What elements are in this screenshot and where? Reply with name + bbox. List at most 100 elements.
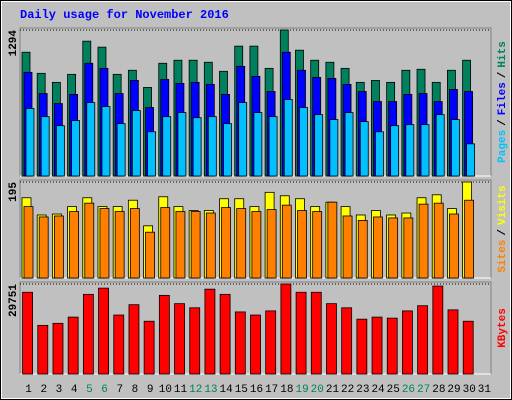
bar — [326, 303, 337, 375]
x-tick-label: 14 — [220, 384, 234, 396]
x-tick-label: 2 — [40, 384, 47, 396]
bar — [234, 311, 246, 375]
bar — [114, 211, 125, 279]
bar — [238, 102, 248, 177]
bar — [67, 316, 79, 375]
bar — [69, 211, 79, 279]
bar — [433, 202, 444, 279]
x-tick-label: 13 — [204, 384, 217, 396]
bar — [98, 287, 109, 375]
bar — [174, 303, 185, 375]
bar — [175, 211, 186, 279]
x-tick-label: 12 — [189, 384, 202, 396]
x-tick-label: 9 — [147, 384, 154, 396]
legend-entry: Pages — [497, 130, 509, 163]
bar — [420, 124, 430, 177]
x-tick-label: 25 — [387, 384, 400, 396]
bar — [23, 206, 34, 279]
bar — [356, 318, 368, 375]
x-tick-label: 6 — [101, 384, 108, 396]
bar — [219, 293, 231, 375]
bar — [375, 131, 384, 177]
bar — [160, 207, 171, 279]
bar — [266, 209, 277, 279]
bar — [435, 114, 445, 177]
x-tick-label: 15 — [235, 384, 248, 396]
bar — [327, 201, 338, 279]
legend: Sites / Visits — [497, 185, 509, 272]
bar — [113, 314, 125, 375]
bar — [22, 291, 33, 375]
bar — [236, 208, 247, 279]
legend-entry: KBytes — [497, 308, 509, 348]
x-tick-label: 18 — [280, 384, 293, 396]
legend: Pages / Files / Hits — [497, 41, 509, 163]
x-tick-label: 26 — [402, 384, 415, 396]
x-tick-label: 23 — [356, 384, 369, 396]
bar — [283, 99, 293, 177]
bar — [447, 309, 459, 375]
bar — [299, 107, 308, 177]
bar — [390, 125, 400, 177]
legend-entry: Hits — [497, 41, 509, 67]
bar — [386, 317, 398, 375]
bar — [281, 204, 292, 279]
bar — [101, 106, 111, 177]
bar — [82, 293, 94, 375]
legend-separator: / — [497, 71, 509, 78]
bar — [268, 116, 278, 177]
bar — [71, 120, 80, 177]
bar — [25, 108, 35, 177]
bar — [189, 307, 201, 375]
x-tick-label: 16 — [250, 384, 263, 396]
bar — [405, 124, 415, 177]
x-tick-label: 4 — [71, 384, 78, 396]
bar — [38, 216, 49, 279]
legend-separator: / — [497, 119, 509, 126]
bar — [53, 215, 64, 279]
bar — [116, 123, 126, 177]
bar — [432, 285, 444, 375]
bar — [280, 283, 292, 375]
y-tick-label: 1294 — [8, 30, 20, 57]
x-tick-label: 28 — [432, 384, 445, 396]
bar — [253, 112, 263, 177]
bar — [251, 211, 262, 279]
bar — [265, 310, 277, 375]
bar — [99, 208, 110, 279]
bar — [250, 314, 261, 375]
x-tick-label: 3 — [56, 384, 63, 396]
bar — [312, 211, 323, 279]
bar — [177, 112, 187, 177]
bar — [314, 114, 324, 177]
bar — [403, 217, 414, 279]
x-tick-label: 21 — [326, 384, 340, 396]
bar — [418, 203, 429, 279]
x-tick-label: 10 — [159, 384, 172, 396]
bar — [373, 216, 383, 279]
bar — [207, 116, 217, 177]
y-tick-label: 29751 — [8, 284, 20, 317]
bar — [295, 291, 307, 375]
bar — [451, 119, 460, 177]
chart-title: Daily usage for November 2016 — [20, 8, 229, 22]
x-tick-label: 22 — [341, 384, 354, 396]
bar — [37, 324, 49, 375]
bar — [344, 112, 354, 177]
bar — [143, 320, 155, 375]
bar — [55, 125, 65, 177]
x-tick-label: 19 — [295, 384, 308, 396]
bar — [86, 102, 96, 177]
bar — [128, 304, 140, 375]
bar — [359, 121, 369, 177]
bar — [158, 294, 170, 375]
x-tick-label: 30 — [463, 384, 476, 396]
x-tick-label: 29 — [447, 384, 460, 396]
bar — [310, 291, 322, 375]
bar — [371, 316, 383, 375]
legend-entry: Files — [497, 82, 509, 115]
bar — [84, 202, 95, 279]
bar — [204, 288, 216, 375]
